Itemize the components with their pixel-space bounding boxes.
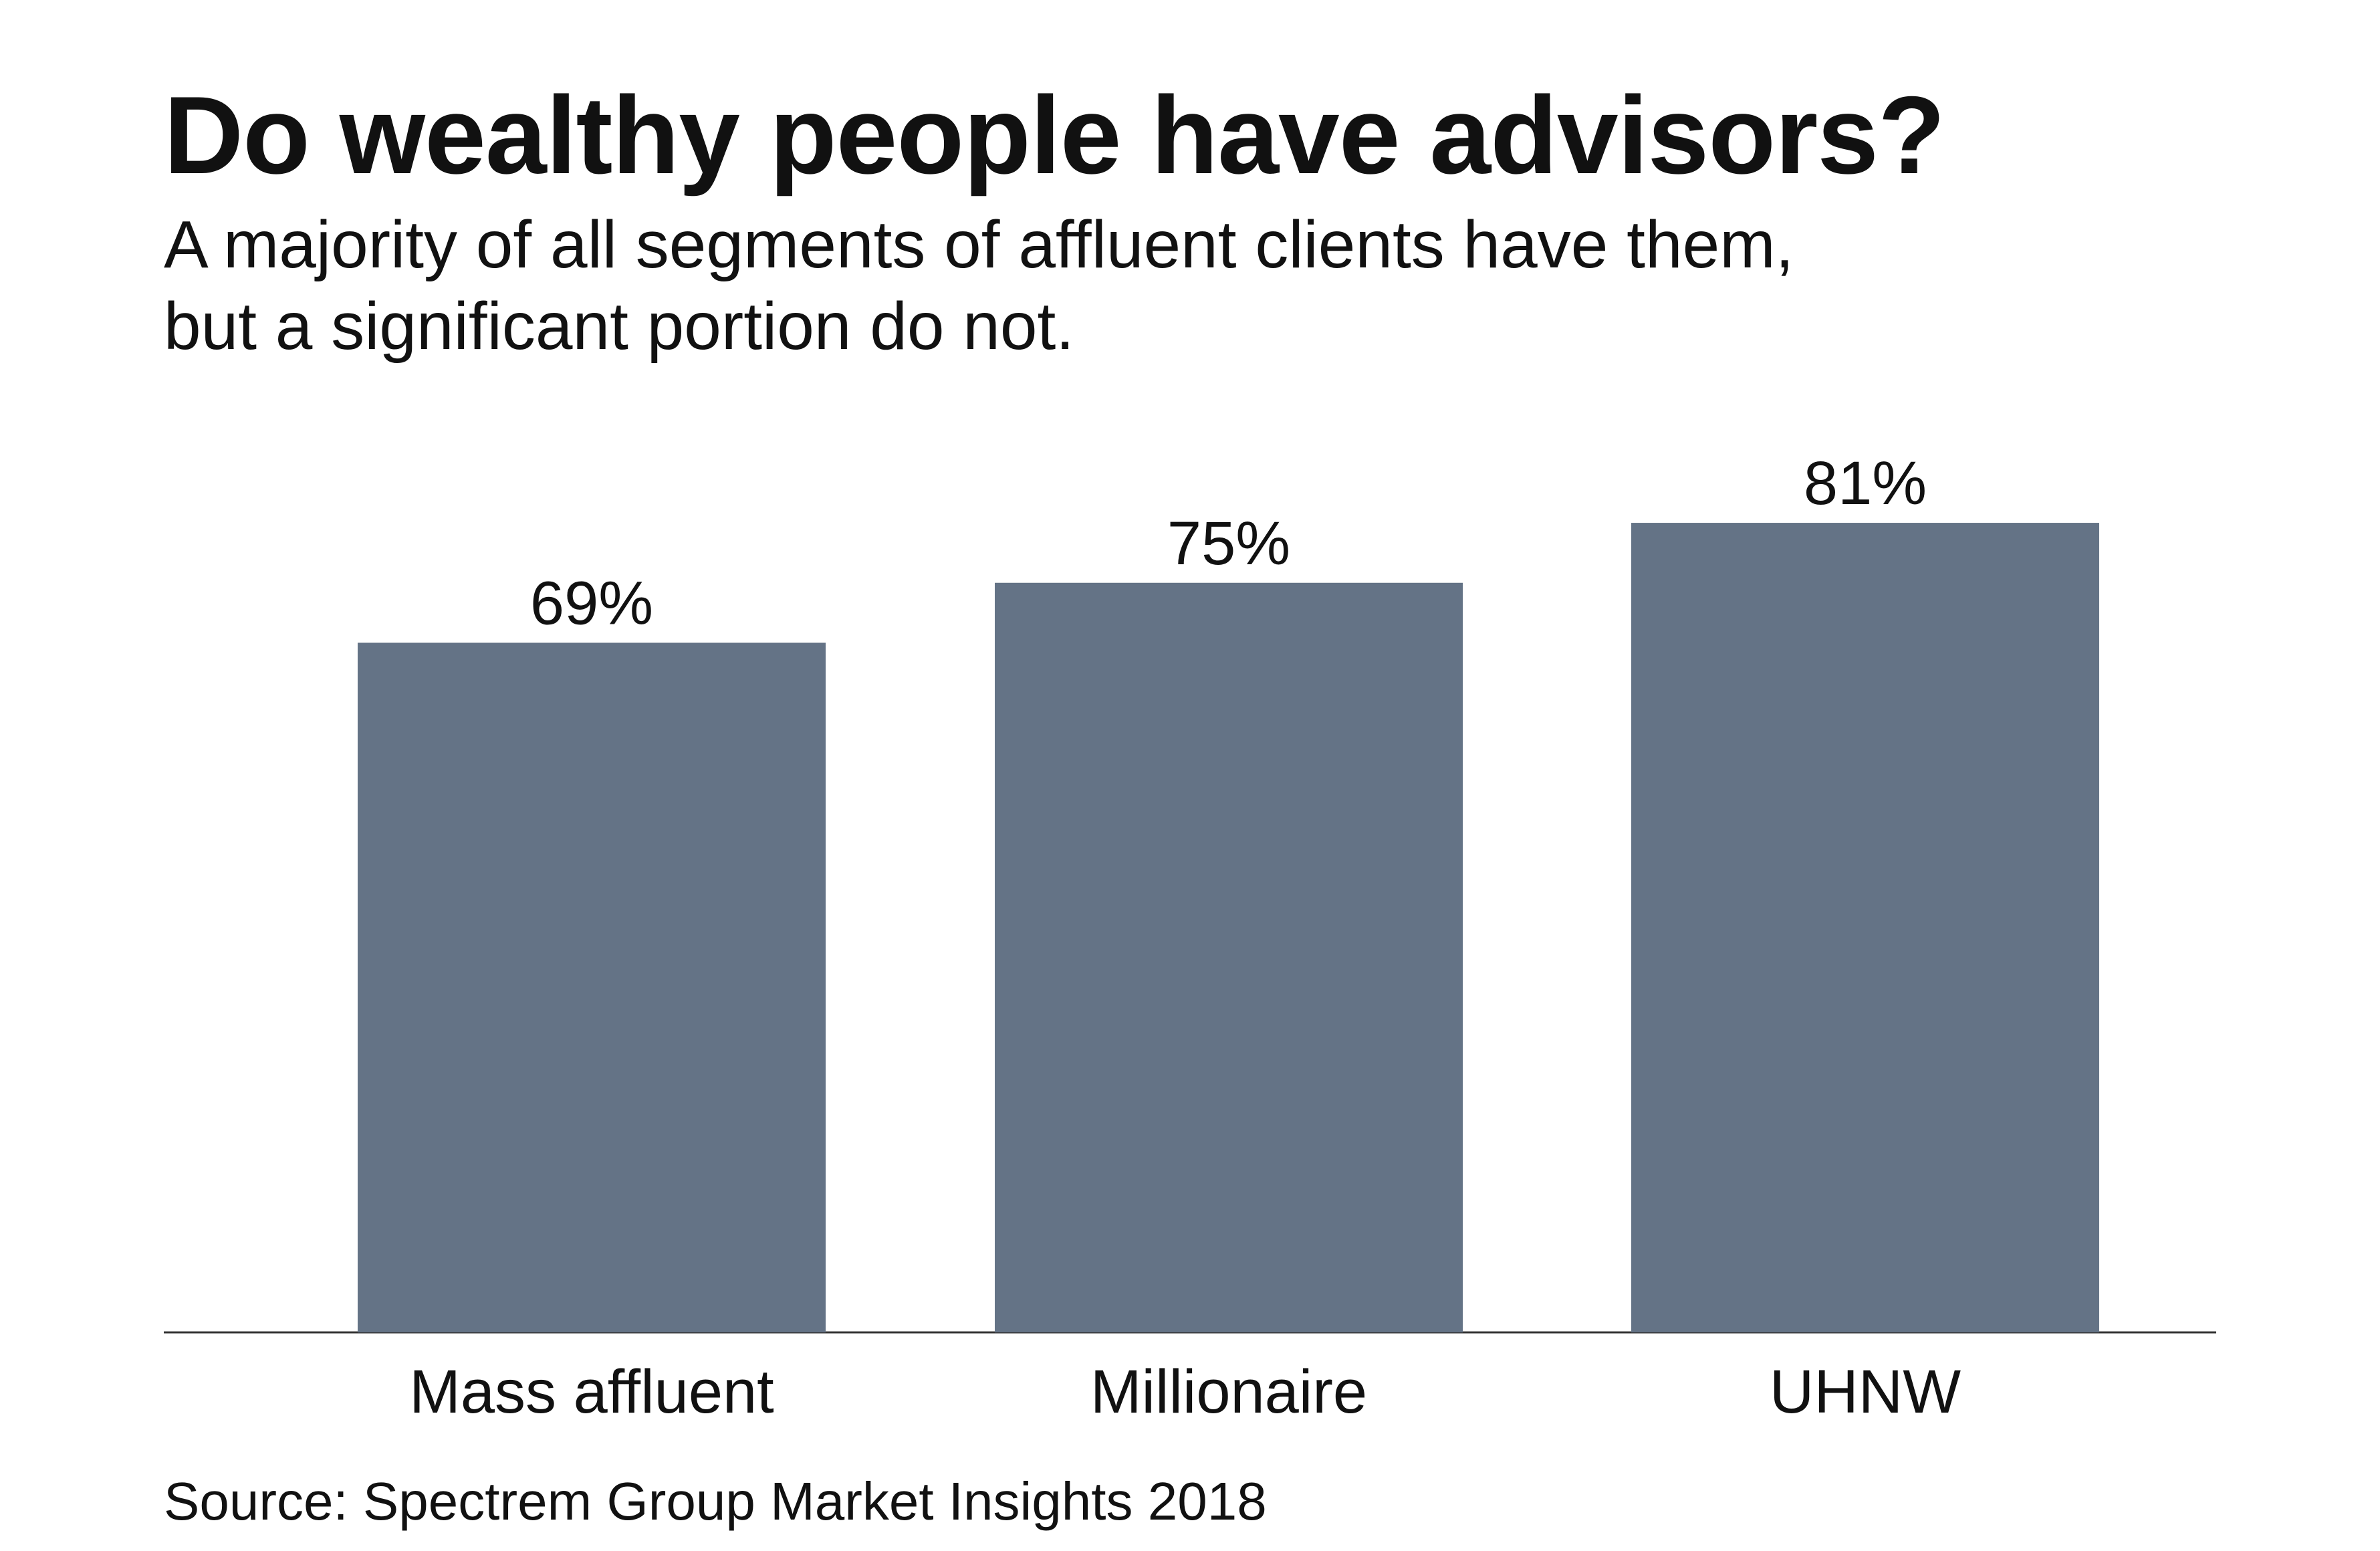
bar xyxy=(995,582,1463,1332)
subtitle-line: A majority of all segments of affluent c… xyxy=(164,207,1794,282)
x-tick-label: Mass affluent xyxy=(409,1358,774,1426)
source-note: Source: Spectrem Group Market Insights 2… xyxy=(164,1471,1267,1531)
chart-subtitle: A majority of all segments of affluent c… xyxy=(164,204,2169,367)
bar xyxy=(1631,523,2099,1332)
subtitle-line: but a significant portion do not. xyxy=(164,289,1075,364)
x-tick-label: Millionaire xyxy=(1090,1358,1367,1426)
x-tick-label: UHNW xyxy=(1770,1358,1961,1426)
bar-value-label: 75% xyxy=(1167,509,1290,578)
bar-value-label: 81% xyxy=(1804,449,1927,517)
bar xyxy=(358,642,826,1333)
bar-value-label: 69% xyxy=(530,569,653,637)
chart-title: Do wealthy people have advisors? xyxy=(164,74,1945,197)
